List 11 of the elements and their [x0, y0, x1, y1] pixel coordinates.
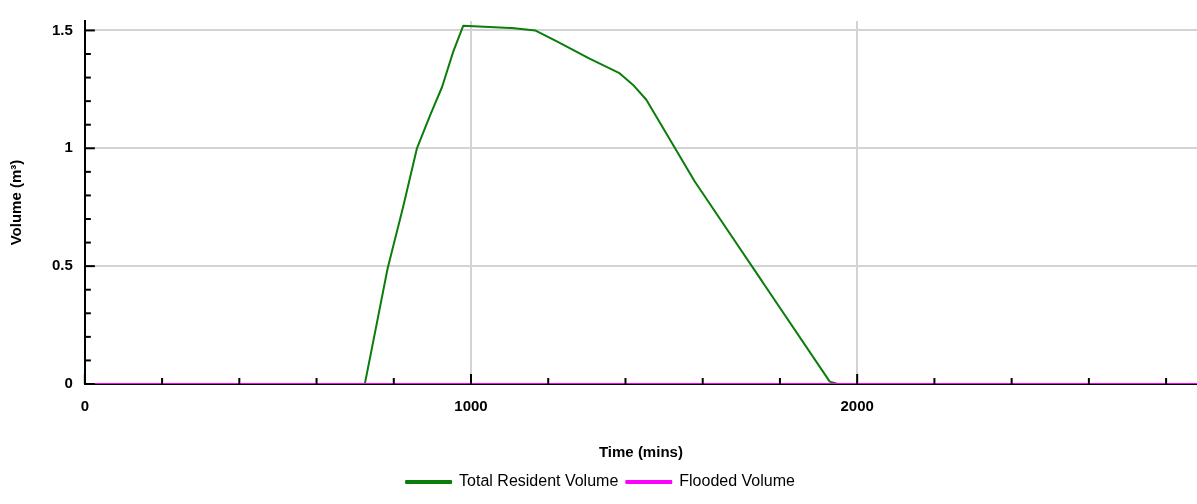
legend-label: Flooded Volume [679, 472, 796, 490]
y-tick-label: 0 [64, 374, 73, 392]
x-tick-label: 2000 [840, 397, 874, 415]
y-tick-label: 1.5 [51, 20, 73, 38]
y-tick-label: 1 [64, 138, 73, 156]
x-tick-label: 0 [80, 397, 90, 415]
y-axis-title: Volume (m³) [7, 159, 25, 246]
y-tick-label: 0.5 [51, 256, 73, 274]
legend-label: Total Resident Volume [459, 472, 619, 490]
x-axis-title: Time (mins) [598, 443, 683, 461]
x-tick-label: 1000 [454, 397, 488, 415]
